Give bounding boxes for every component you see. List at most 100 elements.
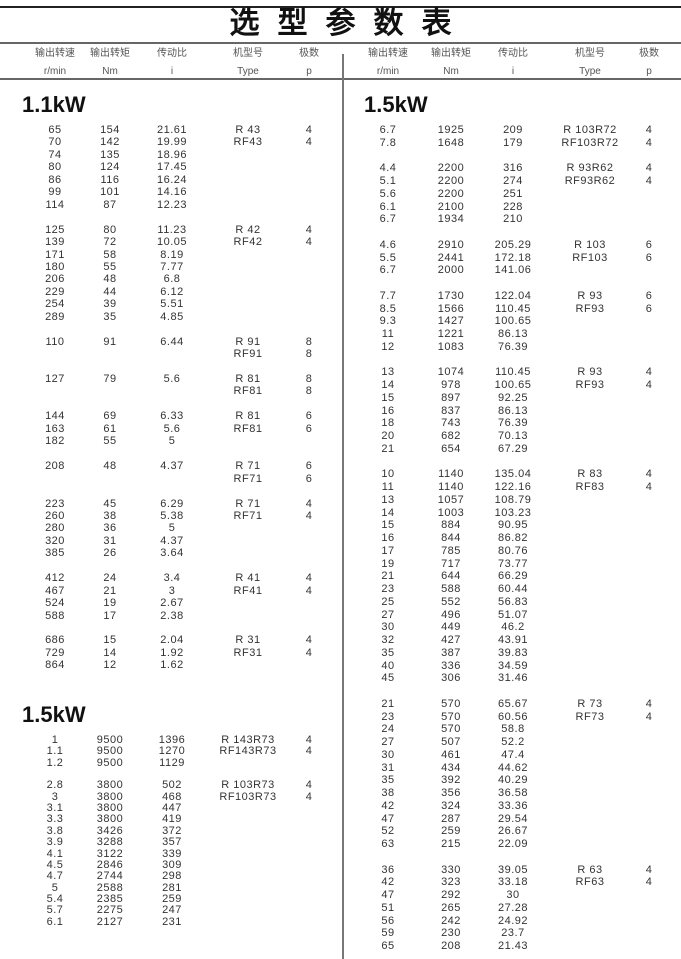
output-speed-cell: 289 — [45, 310, 65, 323]
column-header-cn: 机型号 — [575, 48, 605, 59]
ratio-cell: 58.8 — [501, 723, 525, 736]
model-type-cell: R 91 — [235, 335, 261, 348]
poles-cell: 4 — [305, 497, 313, 510]
output-speed-cell: 5.7 — [46, 904, 64, 917]
output-speed-cell: 65 — [381, 940, 395, 952]
output-speed-cell: 74 — [48, 148, 62, 161]
column-header-unit: p — [646, 66, 652, 77]
column-header-unit: Nm — [443, 66, 459, 77]
output-torque-cell: 242 — [441, 914, 461, 927]
column-divider — [342, 54, 344, 959]
ratio-cell: 339 — [162, 847, 182, 860]
poles-cell: 4 — [645, 124, 653, 136]
column-header-cn: 输出转速 — [368, 48, 408, 59]
output-torque-cell: 31 — [103, 534, 117, 547]
ratio-cell: 3.64 — [160, 547, 184, 560]
model-type-cell: RF73 — [575, 710, 605, 723]
ratio-cell: 1396 — [158, 734, 186, 746]
ratio-cell: 108.79 — [494, 493, 532, 506]
output-torque-cell: 61 — [103, 422, 117, 435]
poles-cell: 4 — [645, 136, 653, 149]
output-torque-cell: 48 — [103, 460, 117, 473]
output-torque-cell: 1934 — [437, 213, 465, 226]
output-speed-cell: 31 — [381, 761, 395, 774]
ratio-cell: 5.6 — [163, 373, 181, 385]
output-speed-cell: 1.1 — [46, 745, 64, 758]
ratio-cell: 502 — [162, 779, 182, 792]
output-torque-cell: 2441 — [437, 251, 465, 264]
output-speed-cell: 16 — [381, 404, 395, 417]
output-speed-cell: 6.1 — [379, 200, 397, 213]
column-header-ratio: 传动比 i — [137, 46, 207, 79]
ratio-cell: 5.6 — [163, 422, 181, 435]
output-speed-cell: 1 — [51, 734, 59, 746]
output-torque-cell: 48 — [103, 273, 117, 286]
output-speed-cell: 65 — [48, 124, 62, 136]
output-torque-cell: 142 — [100, 136, 120, 149]
ratio-cell: 100.65 — [494, 315, 532, 328]
ratio-cell: 210 — [503, 213, 523, 226]
output-torque-cell: 69 — [103, 410, 117, 423]
output-torque-cell: 844 — [441, 532, 461, 544]
model-type-cell: R 83 — [577, 468, 603, 481]
output-speed-cell: 36 — [381, 863, 395, 876]
output-speed-cell: 59 — [381, 927, 395, 940]
output-torque-cell: 1140 — [438, 481, 464, 493]
output-speed-cell: 686 — [45, 634, 65, 647]
ratio-cell: 4.85 — [160, 310, 184, 323]
ratio-cell: 16.24 — [156, 173, 188, 186]
output-torque-cell: 19 — [103, 597, 117, 610]
ratio-cell: 39.83 — [497, 646, 529, 659]
ratio-cell: 7.77 — [160, 260, 184, 273]
output-torque-cell: 292 — [441, 889, 461, 901]
output-torque-cell: 1221 — [437, 328, 465, 340]
ratio-cell: 6.12 — [160, 285, 184, 298]
output-speed-cell: 5.5 — [379, 251, 397, 264]
output-torque-cell: 387 — [441, 646, 461, 659]
output-speed-cell: 4.5 — [46, 858, 64, 871]
ratio-cell: 3.4 — [163, 572, 181, 585]
poles-cell: 8 — [305, 385, 313, 398]
output-torque-cell: 124 — [100, 161, 120, 174]
ratio-cell: 23.7 — [501, 927, 525, 940]
model-type-cell: R 81 — [235, 410, 261, 423]
output-torque-cell: 35 — [103, 310, 117, 323]
output-torque-cell: 644 — [441, 570, 461, 583]
ratio-cell: 76.39 — [497, 340, 529, 353]
ratio-cell: 11.23 — [157, 223, 187, 236]
model-type-cell: R 42 — [235, 223, 261, 236]
output-torque-cell: 837 — [441, 404, 461, 417]
poles-cell: 4 — [645, 162, 653, 175]
ratio-cell: 67.29 — [497, 442, 529, 455]
model-type-cell: RF93R62 — [564, 175, 616, 187]
ratio-cell: 6.8 — [163, 273, 181, 286]
output-torque-cell: 17 — [103, 609, 117, 622]
output-torque-cell: 116 — [100, 173, 120, 186]
output-speed-cell: 182 — [45, 435, 65, 448]
model-type-cell: R 31 — [235, 634, 261, 647]
ratio-cell: 34.59 — [497, 659, 529, 672]
model-type-cell: R 93 — [577, 289, 603, 302]
output-speed-cell: 5.6 — [379, 187, 397, 200]
output-speed-cell: 206 — [45, 273, 65, 286]
poles-cell: 4 — [645, 366, 653, 379]
output-speed-cell: 171 — [45, 248, 65, 261]
ratio-cell: 4.37 — [160, 460, 184, 473]
model-type-cell: RF42 — [233, 236, 263, 249]
ratio-cell: 86.82 — [497, 532, 529, 544]
output-torque-cell: 552 — [441, 595, 461, 608]
column-header-unit: i — [170, 66, 174, 77]
output-speed-cell: 3.3 — [46, 813, 64, 826]
output-torque-cell: 588 — [441, 583, 461, 595]
ratio-cell: 110.45 — [495, 366, 531, 379]
column-header-unit: Nm — [102, 66, 118, 77]
output-torque-cell: 55 — [103, 260, 117, 273]
output-speed-cell: 19 — [381, 557, 395, 570]
column-header-unit: Type — [237, 66, 259, 77]
model-type-cell: RF41 — [233, 584, 263, 597]
ratio-cell: 8.19 — [160, 248, 184, 261]
output-speed-cell: 42 — [381, 799, 395, 812]
poles-cell: 6 — [305, 410, 313, 423]
output-torque-cell: 2588 — [96, 881, 124, 894]
output-torque-cell: 287 — [441, 812, 461, 825]
